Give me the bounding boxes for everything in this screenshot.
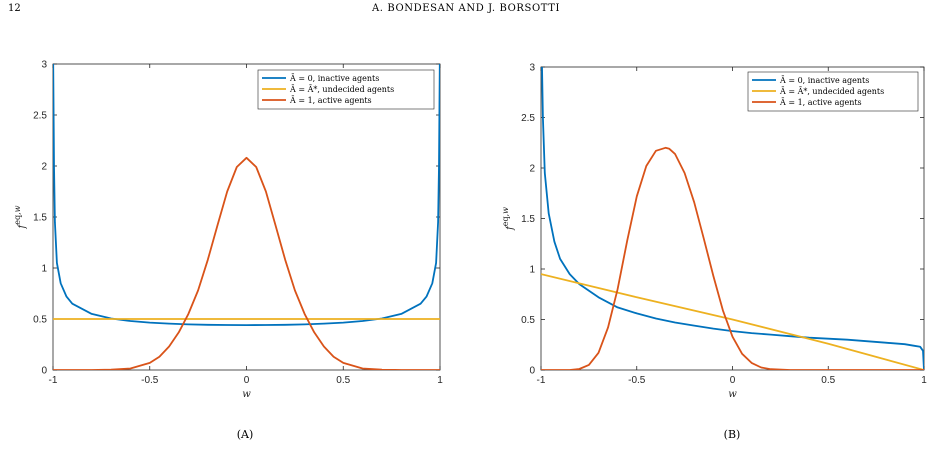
x-axis-label: w [728,389,737,400]
page-number: 12 [8,3,21,14]
y-tick-label: 0.5 [521,315,535,326]
x-tick-label: 1 [921,375,927,386]
x-tick-label: 0.5 [821,375,835,386]
series-line-1 [541,273,924,370]
running-head: A. BONDESAN AND J. BORSOTTI [371,3,561,14]
y-axis-label: feq,w [501,207,516,231]
legend-entry: Ā = 1, active agents [779,98,862,107]
caption-a: (A) [236,428,254,441]
y-tick-label: 0.5 [33,315,47,326]
legend-entry: Ā = 0, inactive agents [779,76,869,85]
y-tick-label: 0 [529,366,535,377]
axes-box [52,63,441,371]
x-tick-label: -0.5 [628,375,646,386]
x-tick-label: 0 [730,375,736,386]
y-tick-label: 0 [41,366,47,377]
y-tick-label: 1 [529,265,535,276]
y-tick-label: 2 [41,162,47,173]
legend-box [747,71,919,112]
y-tick-label: 3 [41,60,47,71]
y-tick-label: 1 [41,264,47,275]
y-tick-label: 1.5 [33,213,47,224]
x-tick-label: 1 [437,375,443,386]
chart-panel-0: -1 -0.5 0 0.5 1 0 0.5 1 1.5 2 2.5 3 w feq,w Ā = 0, ina… [13,60,443,401]
series-line-0 [53,64,440,327]
legend-box [257,69,435,110]
caption-b: (B) [723,428,741,441]
legend-entry: Ā = 0, inactive agents [289,74,379,83]
y-tick-label: 2 [529,164,535,175]
x-tick-label: -0.5 [141,375,159,386]
series-line-2 [53,156,440,370]
legend-entry: Ā = Ā*, undecided agents [779,87,884,96]
y-tick-label: 2.5 [33,111,47,122]
y-axis-label: feq,w [13,205,28,229]
x-tick-label: 0 [244,375,250,386]
x-axis-label: w [242,389,251,400]
y-tick-label: 1.5 [521,214,535,225]
chart-panel-1: -1 -0.5 0 0.5 1 0 0.5 1 1.5 2 2.5 3 w feq,w Ā = 0, ina… [501,63,927,401]
x-tick-label: 0.5 [336,375,350,386]
axes-box [540,66,925,371]
y-tick-label: 2.5 [521,113,535,124]
legend-entry: Ā = 1, active agents [289,96,372,105]
x-tick-label: -1 [537,375,546,386]
y-tick-label: 3 [529,63,535,74]
legend-entry: Ā = Ā*, undecided agents [289,85,394,94]
series-line-2 [541,146,924,370]
x-tick-label: -1 [49,375,58,386]
series-line-0 [541,67,924,370]
